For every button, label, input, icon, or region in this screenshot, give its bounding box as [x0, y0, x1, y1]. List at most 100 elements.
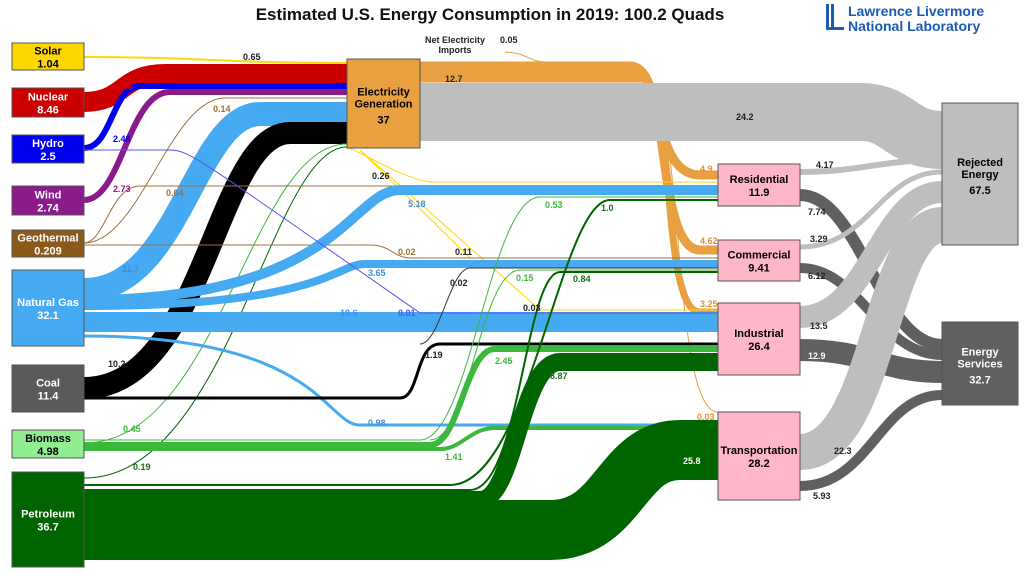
node-box	[346, 58, 421, 149]
flow-value-label: 12.9	[808, 351, 826, 361]
node-label: Nuclear	[28, 92, 69, 104]
flow-value-label: 0.98	[368, 418, 386, 428]
flow-value-label: 0.03	[523, 303, 541, 313]
node-box	[11, 87, 85, 118]
logo-mark-icon	[831, 4, 834, 30]
flow-value-label: 5.18	[408, 199, 426, 209]
node-label: Industrial	[734, 328, 784, 340]
flow-biomass-to-electricity	[83, 143, 348, 444]
node-label: Generation	[354, 99, 412, 111]
flow-solar-to-electricity	[83, 56, 348, 64]
logo-line2: National Laboratory	[848, 18, 980, 34]
node-box	[11, 185, 85, 216]
flow-value-label: 1.41	[445, 452, 463, 462]
flow-value-label: 0.19	[133, 462, 151, 472]
flow-value-label: 13.5	[810, 321, 828, 331]
node-label: Coal	[36, 378, 60, 390]
flow-natural-gas-to-electricity	[83, 102, 347, 302]
node-label: Solar	[34, 46, 62, 58]
flow-value-label: 2.48	[113, 134, 131, 144]
logo-line1: Lawrence Livermore	[848, 3, 984, 19]
flow-value-label: 0.65	[243, 52, 261, 62]
flow-natural-gas-to-residential	[83, 185, 718, 305]
flow-value-label: 3.25	[700, 299, 718, 309]
flow-commercial-to-rejected	[799, 169, 943, 250]
diagram-title: Estimated U.S. Energy Consumption in 201…	[256, 5, 725, 24]
flow-hydro-to-electricity	[83, 83, 347, 151]
flow-value-label: 4.9	[700, 164, 713, 174]
flow-value-label: 4.17	[816, 160, 834, 170]
node-label: Hydro	[32, 138, 64, 150]
node-value: 9.41	[748, 263, 769, 275]
flow-value-label: 0.26	[372, 171, 390, 181]
flow-value-label: 10.2	[108, 359, 126, 369]
flow-value-label: 2.73	[113, 184, 131, 194]
flow-value-label: 5.93	[813, 491, 831, 501]
node-value: 11.4	[38, 391, 60, 403]
flow-value-label: 25.8	[683, 456, 701, 466]
flow-value-label: 11.7	[122, 264, 139, 274]
node-value: 37	[377, 115, 389, 127]
flow-value-label: 0.45	[123, 424, 141, 434]
flow-value-label: 22.3	[834, 446, 852, 456]
node-value: 28.2	[748, 458, 769, 470]
flow-value-label: 1.0	[601, 203, 614, 213]
node-label: Petroleum	[21, 509, 75, 521]
flow-value-label: 8.87	[550, 371, 568, 381]
node-box	[11, 269, 85, 347]
flow-residential-to-rejected	[799, 157, 943, 175]
flow-petroleum-to-residential	[84, 199, 718, 486]
flow-wind-to-electricity	[83, 89, 347, 203]
flow-industrial-to-rejected	[799, 181, 944, 328]
flow-hydro-to-industrial	[84, 149, 718, 314]
flow-solar-to-industrial	[359, 149, 718, 311]
flow-value-label: 0.53	[545, 200, 563, 210]
node-value: 67.5	[969, 185, 990, 197]
node-box	[717, 302, 801, 376]
flow-value-label: 0.03	[697, 412, 715, 422]
flow-geothermal-to-electricity	[83, 97, 347, 244]
node-value: 8.46	[37, 105, 58, 117]
imports-label: Net Electricity	[425, 35, 485, 45]
flow-electricity-to-rejected	[420, 83, 944, 169]
flow-value-label: 10.6	[340, 308, 358, 318]
node-box	[11, 471, 85, 568]
flow-value-label: 6.12	[808, 271, 826, 281]
node-box	[11, 429, 85, 459]
flow-value-label: 3.29	[810, 234, 828, 244]
flow-value-label: 8.46	[115, 82, 133, 92]
node-box	[11, 364, 85, 413]
flow-value-label: 1.19	[425, 350, 443, 360]
flow-solar-to-residential	[346, 147, 718, 183]
flow-biomass-to-industrial	[84, 346, 718, 448]
lab-logo: Lawrence Livermore National Laboratory	[826, 3, 984, 34]
flow-transportation-to-rejected	[797, 207, 946, 470]
flow-geothermal-to-commercial	[84, 244, 718, 259]
node-value: 1.04	[37, 59, 59, 71]
node-label: Energy	[961, 169, 999, 181]
flow-natural-gas-to-transportation	[83, 334, 718, 427]
node-label: Natural Gas	[17, 297, 79, 309]
logo-mark-icon	[826, 27, 844, 30]
node-box	[717, 163, 801, 207]
node-box	[941, 102, 1019, 246]
node-value: 26.4	[748, 341, 770, 353]
node-box	[717, 239, 801, 282]
flow-imports-to-electricity	[504, 51, 546, 63]
flow-value-label: 0.04	[166, 188, 184, 198]
node-label: Geothermal	[17, 233, 78, 245]
node-value: 36.7	[37, 522, 58, 534]
